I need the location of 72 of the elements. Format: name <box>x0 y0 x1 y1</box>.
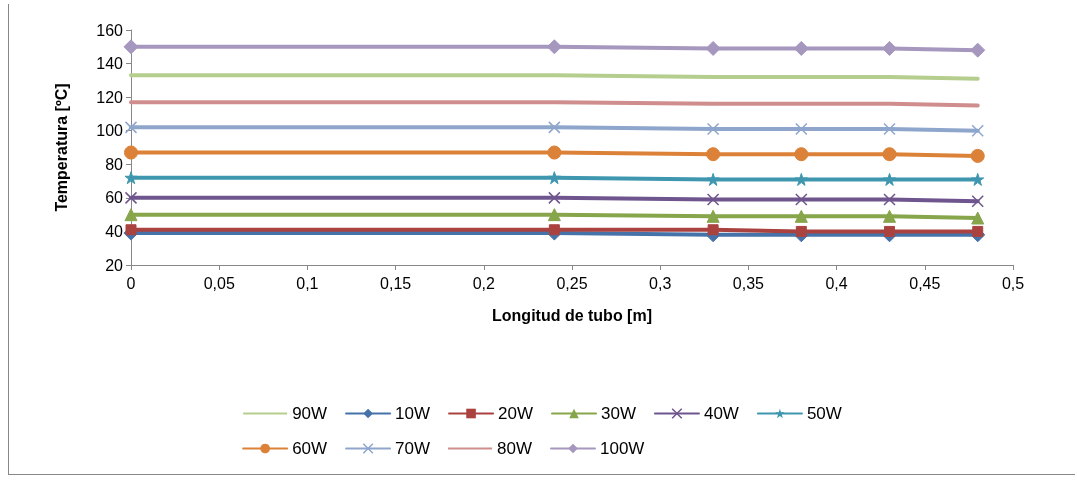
point <box>124 191 138 205</box>
point <box>706 122 720 136</box>
legend-label: 50W <box>806 404 842 423</box>
point <box>794 172 808 186</box>
point <box>794 209 808 223</box>
y-tick-label: 100 <box>96 122 124 140</box>
y-tick-label: 60 <box>105 189 124 207</box>
x-tick-label: 0,05 <box>203 274 235 292</box>
point <box>884 225 896 237</box>
point <box>794 147 809 162</box>
y-tick-label: 80 <box>105 155 124 173</box>
legend-label: 20W <box>498 404 534 423</box>
x-tick-label: 0 <box>126 274 136 292</box>
point <box>970 148 985 163</box>
point <box>125 224 137 236</box>
point <box>548 224 560 236</box>
y-axis-title: Temperatura [ºC] <box>52 83 70 212</box>
point <box>547 171 561 185</box>
x-tick-label: 0,4 <box>825 274 848 292</box>
point <box>548 121 561 134</box>
legend-label: 100W <box>600 439 645 458</box>
y-tick-label: 160 <box>96 21 124 39</box>
point <box>706 147 721 162</box>
x-tick-label: 0,35 <box>732 274 765 292</box>
point <box>124 208 138 222</box>
point <box>707 224 719 236</box>
point <box>795 122 808 136</box>
point <box>971 194 984 208</box>
y-tick-label: 20 <box>105 256 124 274</box>
x-tick-label: 0,3 <box>649 274 672 292</box>
point <box>972 225 984 237</box>
point <box>971 211 985 225</box>
point <box>883 209 897 223</box>
point <box>706 172 720 186</box>
y-tick-label: 40 <box>105 222 124 240</box>
point <box>883 122 896 136</box>
legend-label: 70W <box>395 439 431 458</box>
point <box>124 121 138 134</box>
point <box>882 147 897 162</box>
legend-label: 90W <box>292 404 328 423</box>
point <box>883 193 896 206</box>
point <box>706 209 720 223</box>
x-axis-title: Longitud de tubo [m] <box>492 306 652 324</box>
x-tick-label: 0,45 <box>909 274 941 292</box>
point <box>705 40 721 56</box>
point <box>548 191 561 205</box>
x-tick-label: 0,1 <box>296 274 319 292</box>
point <box>546 39 562 55</box>
point <box>547 145 562 160</box>
point <box>124 171 138 185</box>
point <box>795 193 808 206</box>
point <box>124 145 138 160</box>
x-tick-label: 0,2 <box>472 274 496 292</box>
point <box>971 124 984 137</box>
legend-label: 30W <box>601 404 636 423</box>
point <box>547 208 561 222</box>
point <box>883 172 897 186</box>
point <box>970 42 986 58</box>
legend-label: 10W <box>395 404 431 423</box>
y-tick-label: 120 <box>96 88 124 106</box>
legend-label: 80W <box>497 439 533 458</box>
y-tick-label: 140 <box>96 55 124 73</box>
point <box>123 39 139 55</box>
point <box>706 193 720 206</box>
x-tick-label: 0,25 <box>556 274 588 292</box>
point <box>795 225 807 237</box>
legend-label: 40W <box>703 404 739 423</box>
legend-label: 60W <box>292 439 328 458</box>
point <box>793 40 809 56</box>
point <box>971 172 985 186</box>
x-tick-label: 0,5 <box>1001 274 1025 292</box>
x-tick-label: 0,15 <box>380 274 412 292</box>
